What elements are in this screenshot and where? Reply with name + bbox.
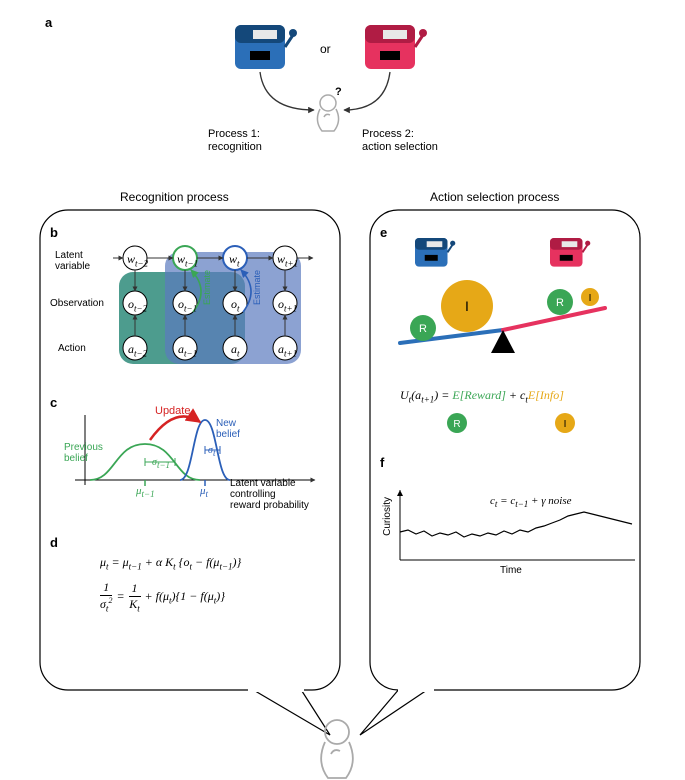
label-b: b (50, 225, 58, 240)
estimate-green: Estimate (202, 270, 212, 305)
label-d: d (50, 535, 58, 550)
estimate-blue: Estimate (252, 270, 262, 305)
svg-text:I: I (564, 419, 567, 430)
label-a: a (45, 15, 52, 30)
curiosity-xlabel: Time (500, 565, 522, 576)
person-small (317, 95, 338, 131)
svg-text:R: R (419, 323, 427, 335)
curiosity-ylabel: Curiosity (382, 497, 393, 536)
bubble-left-title: Recognition process (120, 190, 229, 204)
row-action: Action (58, 343, 86, 354)
svg-text:R: R (453, 419, 460, 430)
question-mark: ? (335, 86, 342, 98)
label-f: f (380, 455, 384, 470)
slot-machine-pink (365, 25, 427, 69)
person-large (321, 720, 353, 778)
svg-text:I: I (589, 293, 592, 304)
process2: Process 2:action selection (362, 128, 438, 154)
process1: Process 1:recognition (208, 128, 262, 154)
slot-machine-blue (235, 25, 297, 69)
row-latent: Latentvariable (55, 250, 90, 272)
label-c: c (50, 395, 57, 410)
svg-text:R: R (556, 297, 564, 309)
bubble-right (360, 210, 640, 735)
utility-eq: Ut(at+1) = E[Reward] + ctE[Info] (400, 388, 564, 404)
row-obs: Observation (50, 298, 104, 309)
eq-mu: μt = μt−1 + α Kt {ot − f(μt−1)} (100, 555, 241, 571)
label-e: e (380, 225, 387, 240)
or-text: or (320, 42, 331, 56)
update-label: Update (155, 405, 190, 417)
bubble-right-title: Action selection process (430, 190, 559, 204)
svg-text:I: I (465, 298, 469, 314)
curiosity-eq: ct = ct−1 + γ noise (490, 495, 572, 509)
eq-sigma: 1 σt2 = 1 Kt + f(μt){1 − f(μt)} (100, 580, 225, 613)
